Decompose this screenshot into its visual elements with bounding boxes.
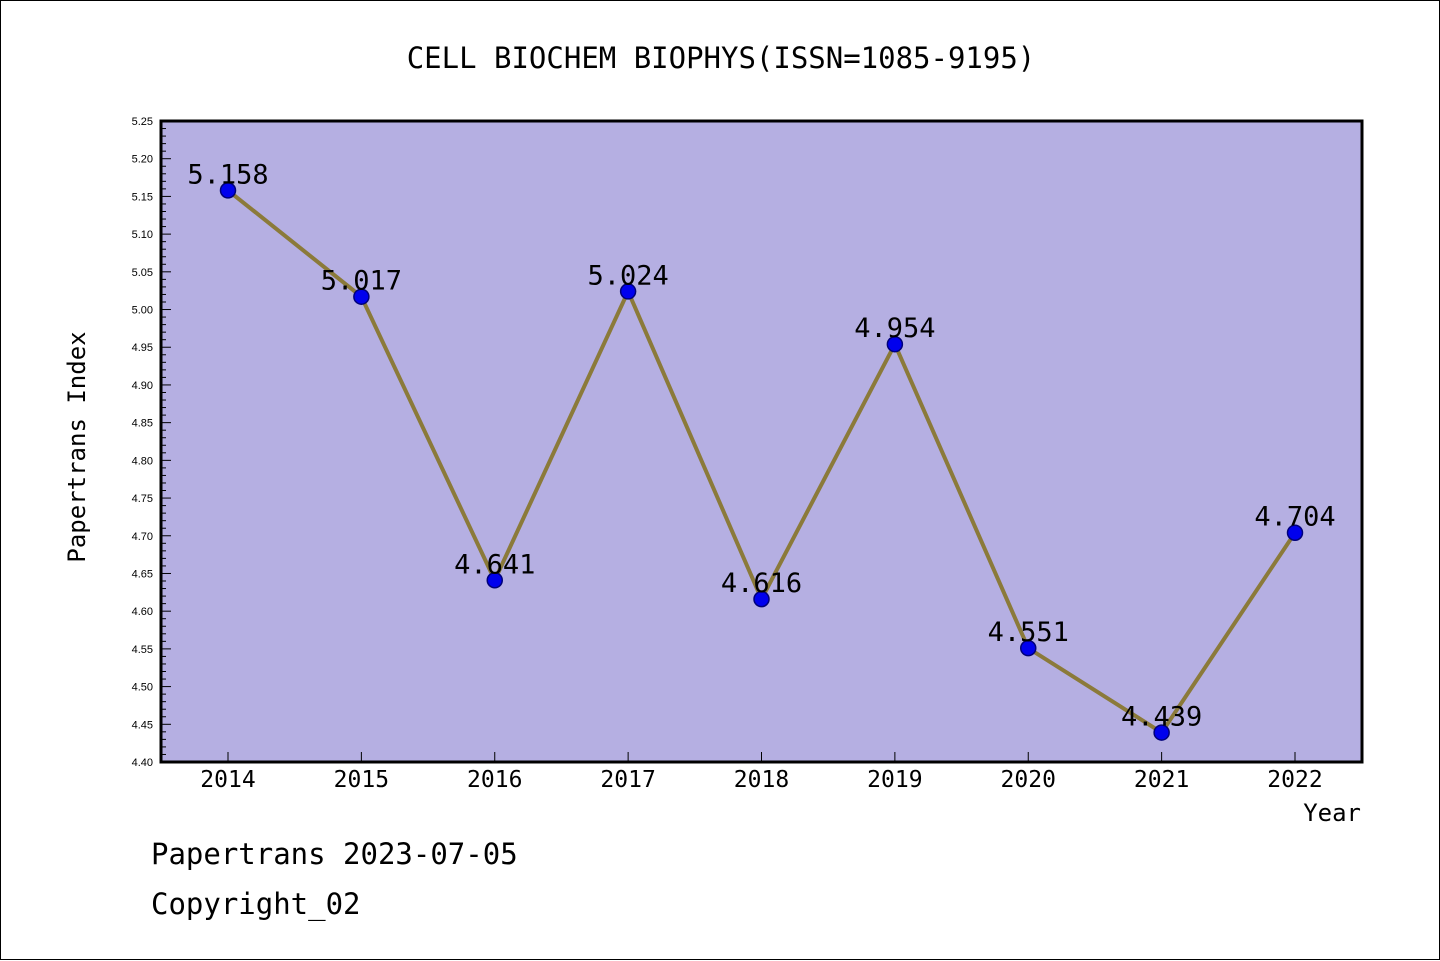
y-tick-label: 5.10 — [132, 229, 153, 241]
data-point — [619, 283, 637, 300]
x-axis-label: Year — [1303, 799, 1361, 827]
x-tick-label: 2016 — [467, 767, 522, 793]
x-tick-label: 2018 — [734, 767, 789, 793]
y-tick-label: 4.45 — [132, 719, 153, 731]
data-label: 4.954 — [854, 313, 935, 344]
data-label: 4.439 — [1121, 702, 1202, 733]
data-point — [353, 288, 370, 305]
y-tick-label: 5.20 — [132, 154, 153, 166]
data-point — [219, 182, 237, 199]
x-tick-label: 2020 — [1001, 767, 1056, 793]
data-point — [1153, 724, 1170, 741]
data-label: 4.704 — [1254, 502, 1335, 533]
x-tick-label: 2019 — [867, 767, 922, 793]
y-tick-label: 5.05 — [132, 267, 153, 279]
y-tick-label: 4.50 — [132, 682, 153, 694]
data-point — [1020, 639, 1037, 657]
y-tick-label: 4.75 — [132, 493, 153, 505]
x-tick-label: 2017 — [600, 767, 655, 793]
data-label: 4.551 — [988, 617, 1069, 648]
x-tick-label: 2021 — [1134, 767, 1189, 793]
data-label: 4.641 — [454, 549, 535, 580]
data-labels: 5.158 5.017 4.641 5.024 4.616 4.954 4.551 4.439… — [187, 159, 1335, 732]
x-axis: 2014 2015 2016 2017 2018 2019 2020 2021 2022 — [200, 752, 1323, 793]
data-point — [886, 335, 904, 353]
x-tick-label: 2022 — [1267, 767, 1322, 793]
footer-date: Papertrans 2023-07-05 — [151, 837, 518, 871]
x-tick-label: 2014 — [200, 767, 255, 793]
chart-title: CELL BIOCHEM BIOPHYS(ISSN=1085-9195) — [407, 41, 1036, 75]
y-tick-label: 4.80 — [132, 455, 153, 467]
y-tick-label: 5.15 — [132, 191, 153, 203]
y-axis-label: Papertrans Index — [63, 331, 91, 562]
data-point — [753, 590, 770, 608]
y-tick-label: 4.70 — [132, 531, 153, 543]
y-tick-label: 4.40 — [132, 757, 153, 769]
x-tick-label: 2015 — [334, 767, 389, 793]
y-tick-label: 4.85 — [132, 418, 153, 430]
y-tick-label: 4.95 — [132, 342, 153, 354]
y-tick-label: 4.55 — [132, 644, 153, 656]
y-axis: 4.40 4.45 4.50 4.55 4.60 4.65 4.70 4.75 4.80 4.85… — [132, 116, 171, 769]
data-label: 5.158 — [187, 159, 268, 190]
y-tick-label: 4.65 — [132, 568, 153, 580]
plot-area — [159, 119, 1364, 764]
data-point — [486, 572, 503, 589]
data-label: 4.616 — [721, 568, 802, 599]
data-label: 5.024 — [587, 260, 668, 291]
y-tick-label: 4.90 — [132, 380, 153, 392]
y-tick-label: 5.00 — [132, 305, 153, 317]
data-point — [1286, 524, 1304, 541]
footer-copyright: Copyright_02 — [151, 887, 361, 921]
data-points — [219, 182, 1304, 741]
data-label: 5.017 — [321, 266, 402, 297]
y-tick-label: 4.60 — [132, 606, 153, 618]
y-tick-label: 5.25 — [132, 116, 153, 128]
